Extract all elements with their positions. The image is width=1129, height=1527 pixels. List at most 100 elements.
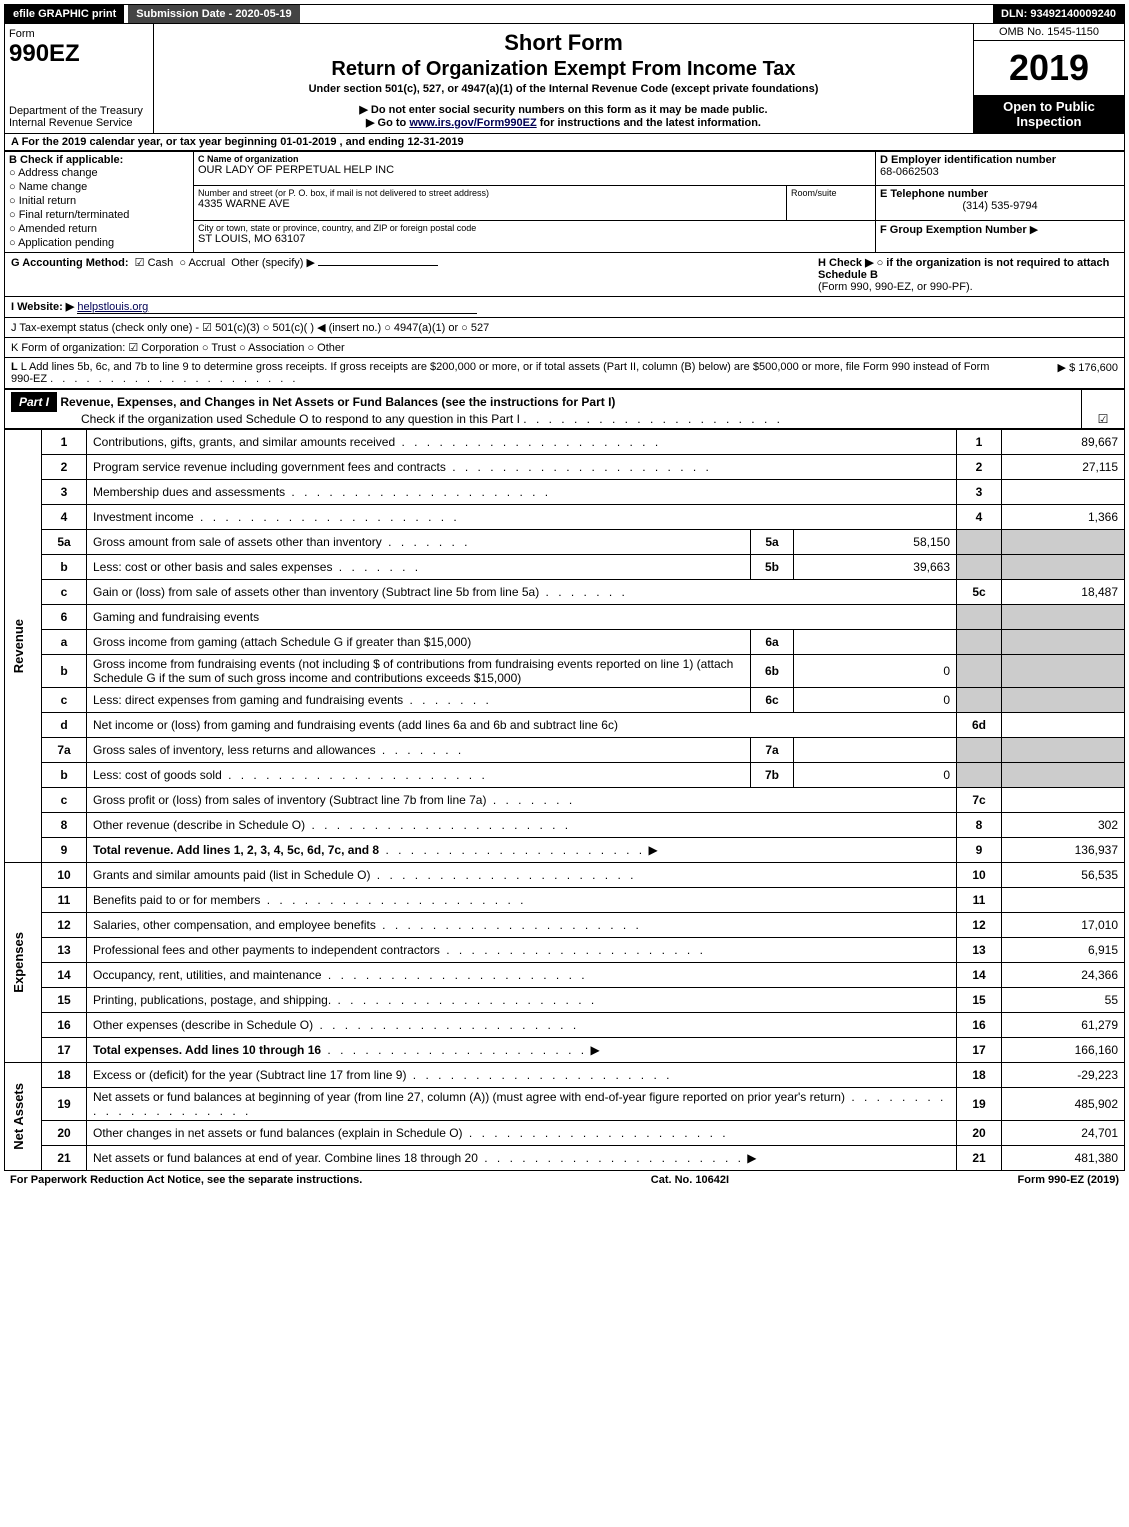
line16-box: 16 [957,1013,1002,1038]
line9-arrow: ▶ [648,843,657,857]
section-d-label: D Employer identification number [880,154,1056,166]
g-cash[interactable]: Cash [148,257,174,269]
line7c-desc: Gross profit or (loss) from sales of inv… [93,793,486,807]
line3-desc: Membership dues and assessments [93,485,285,499]
line15-desc: Printing, publications, postage, and shi… [93,993,331,1007]
line6b-grey [957,655,1002,688]
line6c-iv: 0 [794,688,957,713]
footer-left: For Paperwork Reduction Act Notice, see … [10,1174,362,1186]
line18-amount: -29,223 [1002,1063,1125,1088]
line17-box: 17 [957,1038,1002,1063]
line9-amount: 136,937 [1002,838,1125,863]
line6b-ibox: 6b [751,655,794,688]
part1-label: Part I [11,392,57,412]
line2-desc: Program service revenue including govern… [93,460,446,474]
line11-amount [1002,888,1125,913]
line6c-num: c [42,688,87,713]
line21-box: 21 [957,1146,1002,1171]
line7b-num: b [42,763,87,788]
part1-checkbox[interactable]: ☑ [1082,390,1125,429]
line5a-ibox: 5a [751,530,794,555]
line6d-box: 6d [957,713,1002,738]
line8-desc: Other revenue (describe in Schedule O) [93,818,305,832]
checkbox-name-change[interactable]: Name change [9,180,189,194]
section-b-label: B Check if applicable: [9,154,123,166]
line6c-grey [957,688,1002,713]
part1-header-table: Part I Revenue, Expenses, and Changes in… [4,389,1125,429]
line9-num: 9 [42,838,87,863]
line13-num: 13 [42,938,87,963]
line7a-ibox: 7a [751,738,794,763]
line7c-amount [1002,788,1125,813]
checkbox-final-return[interactable]: Final return/terminated [9,208,189,222]
section-k: K Form of organization: ☑ Corporation ○ … [4,338,1125,358]
line5b-iv: 39,663 [794,555,957,580]
line13-box: 13 [957,938,1002,963]
line21-amount: 481,380 [1002,1146,1125,1171]
line5c-box: 5c [957,580,1002,605]
revenue-table: Revenue 1 Contributions, gifts, grants, … [4,429,1125,1171]
return-title: Return of Organization Exempt From Incom… [162,58,965,81]
line6a-grey [957,630,1002,655]
section-f-label: F Group Exemption Number [880,224,1027,236]
top-bar: efile GRAPHIC print Submission Date - 20… [4,4,1125,24]
irs-label: Internal Revenue Service [9,117,149,129]
line1-amount: 89,667 [1002,430,1125,455]
line7a-grey2 [1002,738,1125,763]
submission-date: Submission Date - 2020-05-19 [128,5,299,23]
line10-box: 10 [957,863,1002,888]
line6-grey2 [1002,605,1125,630]
street-value: 4335 WARNE AVE [198,198,290,210]
efile-button[interactable]: efile GRAPHIC print [5,5,124,23]
line14-box: 14 [957,963,1002,988]
line16-desc: Other expenses (describe in Schedule O) [93,1018,313,1032]
line7b-ibox: 7b [751,763,794,788]
checkbox-application-pending[interactable]: Application pending [9,236,189,250]
form-label: Form [9,28,149,40]
part1-title: Revenue, Expenses, and Changes in Net As… [60,395,615,409]
line16-num: 16 [42,1013,87,1038]
line16-amount: 61,279 [1002,1013,1125,1038]
city-value: ST LOUIS, MO 63107 [198,233,305,245]
open-inspection: Open to Public Inspection [974,95,1124,133]
checkbox-initial-return[interactable]: Initial return [9,194,189,208]
omb-number: OMB No. 1545-1150 [974,24,1124,41]
form-number: 990EZ [9,40,149,68]
line15-num: 15 [42,988,87,1013]
line10-desc: Grants and similar amounts paid (list in… [93,868,370,882]
checkbox-amended-return[interactable]: Amended return [9,222,189,236]
line11-desc: Benefits paid to or for members [93,893,260,907]
line1-num: 1 [42,430,87,455]
website-link[interactable]: helpstlouis.org [77,301,477,314]
revenue-section-label: Revenue [11,619,31,673]
street-label: Number and street (or P. O. box, if mail… [198,188,782,198]
line5b-grey2 [1002,555,1125,580]
line19-num: 19 [42,1088,87,1121]
line13-amount: 6,915 [1002,938,1125,963]
irs-link[interactable]: www.irs.gov/Form990EZ [409,117,536,129]
line13-desc: Professional fees and other payments to … [93,943,440,957]
line6b-num: b [42,655,87,688]
line6a-ibox: 6a [751,630,794,655]
line20-box: 20 [957,1121,1002,1146]
section-h-label2: (Form 990, 990-EZ, or 990-PF). [818,281,973,293]
form-header: Form 990EZ Department of the Treasury In… [4,24,1125,134]
line18-desc: Excess or (deficit) for the year (Subtra… [93,1068,406,1082]
g-accrual[interactable]: Accrual [188,257,225,269]
line19-desc: Net assets or fund balances at beginning… [93,1090,845,1104]
line7b-grey2 [1002,763,1125,788]
footer-right: Form 990-EZ (2019) [1018,1174,1119,1186]
netassets-section-label: Net Assets [11,1083,31,1150]
line5b-num: b [42,555,87,580]
section-e-label: E Telephone number [880,188,988,200]
checkbox-address-change[interactable]: Address change [9,166,189,180]
dln: DLN: 93492140009240 [993,5,1124,23]
line8-box: 8 [957,813,1002,838]
line1-box: 1 [957,430,1002,455]
line14-amount: 24,366 [1002,963,1125,988]
line14-num: 14 [42,963,87,988]
line20-num: 20 [42,1121,87,1146]
g-other[interactable]: Other (specify) ▶ [231,257,315,269]
g-other-input[interactable] [318,265,438,266]
section-f-value: ▶ [1030,224,1038,236]
